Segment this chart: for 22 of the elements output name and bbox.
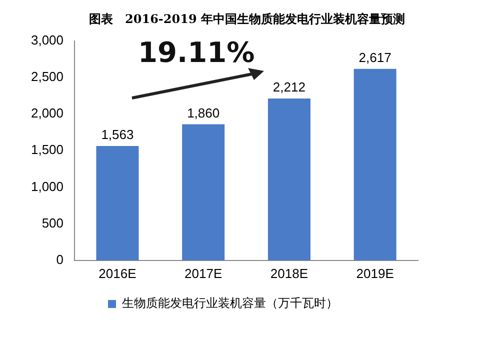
y-tick-label: 0: [56, 252, 64, 267]
y-tick-label: 3,000: [30, 32, 64, 48]
bar: [182, 124, 225, 260]
x-tick-label: 2017E: [184, 266, 222, 281]
x-tick-label: 2018E: [270, 266, 308, 281]
data-label: 1,563: [101, 127, 134, 142]
data-label: 2,617: [358, 50, 392, 65]
annotation: 19.11%: [138, 36, 255, 69]
legend-label: 生物质能发电行业装机容量（万千瓦时）: [122, 296, 338, 310]
y-tick-label: 2,500: [30, 68, 64, 84]
y-tick-label: 1,500: [30, 142, 64, 158]
x-tick-label: 2019E: [356, 266, 394, 281]
data-label: 1,860: [187, 105, 220, 120]
chart-title: 图表 2016-2019 年中国生物质能发电行业装机容量预测: [88, 11, 406, 28]
bar: [96, 146, 139, 260]
data-label: 2,212: [272, 80, 306, 95]
y-tick-label: 2,000: [30, 106, 64, 121]
bar: [354, 68, 396, 260]
y-tick-label: 500: [42, 215, 64, 230]
bar: [268, 98, 310, 260]
y-tick-label: 1,000: [30, 178, 64, 194]
x-tick-label: 2016E: [98, 266, 137, 281]
